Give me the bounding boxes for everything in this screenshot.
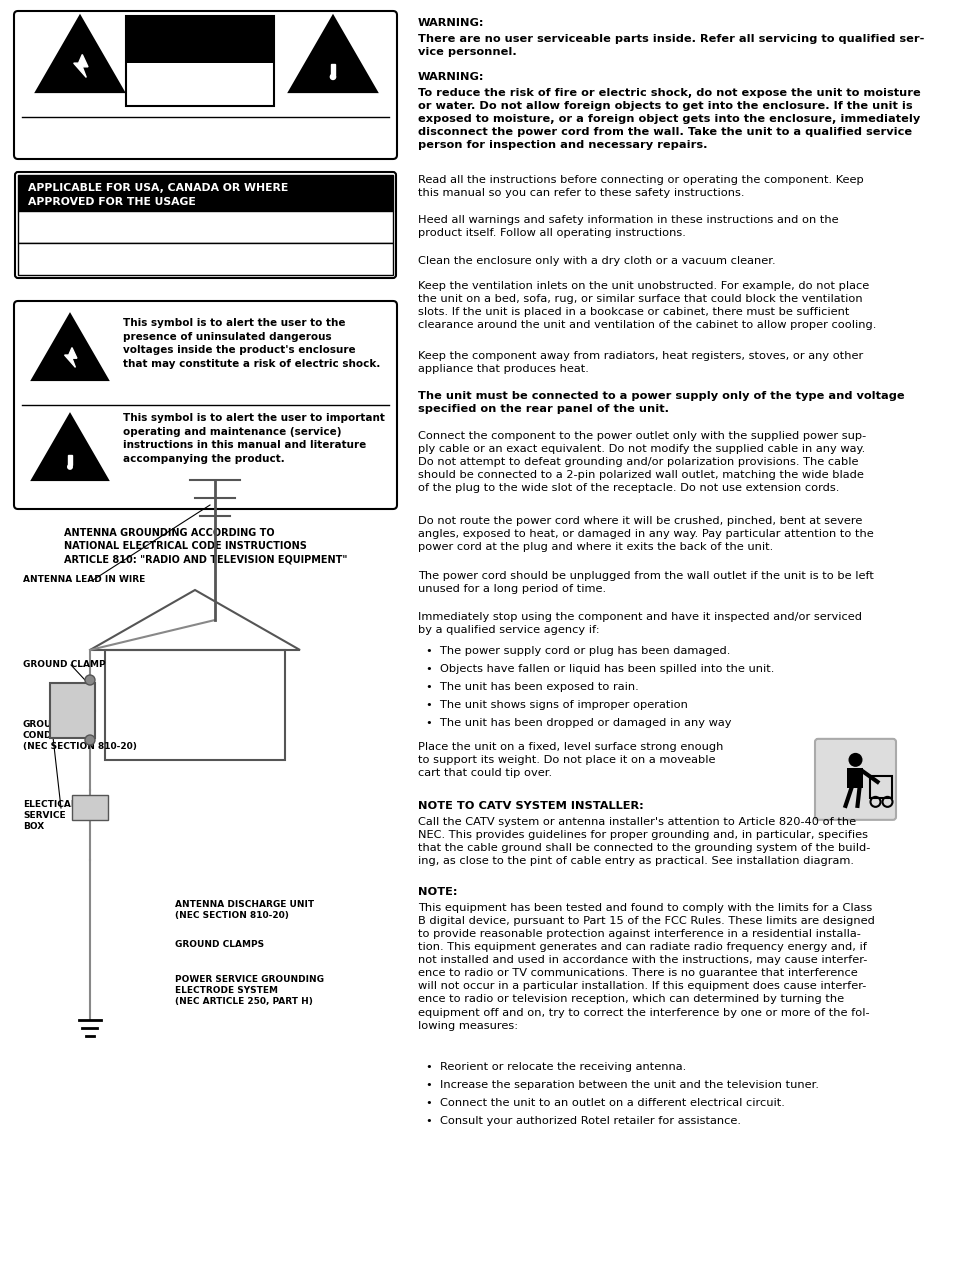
Bar <box>846 768 862 787</box>
Text: Clean the enclosure only with a dry cloth or a vacuum cleaner.: Clean the enclosure only with a dry clot… <box>417 256 775 266</box>
Text: Read all the instructions before connecting or operating the component. Keep
thi: Read all the instructions before connect… <box>417 176 862 198</box>
Text: •  The unit shows signs of improper operation: • The unit shows signs of improper opera… <box>426 700 687 710</box>
Text: This symbol is to alert the user to the
presence of uninsulated dangerous
voltag: This symbol is to alert the user to the … <box>123 318 380 369</box>
Circle shape <box>68 464 72 469</box>
Polygon shape <box>32 314 108 380</box>
Text: GROUNDING
CONDUCTORS
(NEC SECTION 810-20): GROUNDING CONDUCTORS (NEC SECTION 810-20… <box>23 720 136 752</box>
Bar <box>50 683 95 738</box>
Text: Keep the ventilation inlets on the unit unobstructed. For example, do not place
: Keep the ventilation inlets on the unit … <box>417 281 876 329</box>
Text: Call the CATV system or antenna installer's attention to Article 820-40 of the
N: Call the CATV system or antenna installe… <box>417 817 869 866</box>
Text: POWER SERVICE GROUNDING
ELECTRODE SYSTEM
(NEC ARTICLE 250, PART H): POWER SERVICE GROUNDING ELECTRODE SYSTEM… <box>174 976 324 1006</box>
Polygon shape <box>32 415 108 480</box>
FancyBboxPatch shape <box>14 301 396 509</box>
Text: ANTENNA DISCHARGE UNIT
(NEC SECTION 810-20): ANTENNA DISCHARGE UNIT (NEC SECTION 810-… <box>174 901 314 920</box>
Bar <box>869 776 892 798</box>
Bar <box>18 176 393 211</box>
Text: NOTE TO CATV SYSTEM INSTALLER:: NOTE TO CATV SYSTEM INSTALLER: <box>417 801 643 812</box>
Text: ANTENNA LEAD IN WIRE: ANTENNA LEAD IN WIRE <box>23 575 145 584</box>
Bar <box>68 455 72 466</box>
Text: NOTE:: NOTE: <box>417 887 457 897</box>
Text: WARNING:: WARNING: <box>417 18 484 28</box>
Polygon shape <box>36 15 124 92</box>
Text: WARNING:: WARNING: <box>417 73 484 83</box>
FancyBboxPatch shape <box>14 11 396 159</box>
Bar <box>127 17 274 106</box>
Polygon shape <box>65 347 77 368</box>
Bar <box>127 62 274 106</box>
Text: This symbol is to alert the user to important
operating and maintenance (service: This symbol is to alert the user to impo… <box>123 413 384 464</box>
Text: •  Reorient or relocate the receiving antenna.: • Reorient or relocate the receiving ant… <box>426 1062 685 1072</box>
Circle shape <box>85 675 95 686</box>
Text: Place the unit on a fixed, level surface strong enough
to support its weight. Do: Place the unit on a fixed, level surface… <box>417 742 722 778</box>
Text: Immediately stop using the component and have it inspected and/or serviced
by a : Immediately stop using the component and… <box>417 612 862 635</box>
Bar <box>18 243 393 275</box>
Text: The unit must be connected to a power supply only of the type and voltage
specif: The unit must be connected to a power su… <box>417 391 903 413</box>
Text: Keep the component away from radiators, heat registers, stoves, or any other
app: Keep the component away from radiators, … <box>417 351 862 374</box>
Bar <box>331 64 335 75</box>
FancyBboxPatch shape <box>814 739 895 820</box>
Text: GROUND CLAMP: GROUND CLAMP <box>23 660 106 669</box>
Text: To reduce the risk of fire or electric shock, do not expose the unit to moisture: To reduce the risk of fire or electric s… <box>417 88 920 150</box>
Text: APPLICABLE FOR USA, CANADA OR WHERE
APPROVED FOR THE USAGE: APPLICABLE FOR USA, CANADA OR WHERE APPR… <box>28 183 288 206</box>
Bar <box>127 17 274 62</box>
Polygon shape <box>73 55 88 78</box>
Bar <box>105 650 285 759</box>
Text: Heed all warnings and safety information in these instructions and on the
produc: Heed all warnings and safety information… <box>417 215 838 238</box>
Polygon shape <box>289 15 376 92</box>
Text: This equipment has been tested and found to comply with the limits for a Class
B: This equipment has been tested and found… <box>417 903 874 1030</box>
Text: •  Consult your authorized Rotel retailer for assistance.: • Consult your authorized Rotel retailer… <box>426 1116 740 1126</box>
Text: •  Objects have fallen or liquid has been spilled into the unit.: • Objects have fallen or liquid has been… <box>426 664 774 674</box>
Text: GROUND CLAMPS: GROUND CLAMPS <box>174 940 264 949</box>
Bar <box>71 795 108 820</box>
Text: •  Connect the unit to an outlet on a different electrical circuit.: • Connect the unit to an outlet on a dif… <box>426 1098 784 1108</box>
Text: •  The power supply cord or plug has been damaged.: • The power supply cord or plug has been… <box>426 646 730 655</box>
Text: Connect the component to the power outlet only with the supplied power sup-
ply : Connect the component to the power outle… <box>417 431 865 494</box>
Text: There are no user serviceable parts inside. Refer all servicing to qualified ser: There are no user serviceable parts insi… <box>417 34 923 57</box>
Circle shape <box>330 74 335 79</box>
Text: •  The unit has been dropped or damaged in any way: • The unit has been dropped or damaged i… <box>426 717 731 728</box>
Text: •  The unit has been exposed to rain.: • The unit has been exposed to rain. <box>426 682 639 692</box>
Bar <box>18 211 393 243</box>
Text: Do not route the power cord where it will be crushed, pinched, bent at severe
an: Do not route the power cord where it wil… <box>417 516 873 552</box>
Text: ELECTICAL
SERVICE
BOX: ELECTICAL SERVICE BOX <box>23 800 76 831</box>
Text: ANTENNA GROUNDING ACCORDING TO
NATIONAL ELECTRICAL CODE INSTRUCTIONS
ARTICLE 810: ANTENNA GROUNDING ACCORDING TO NATIONAL … <box>64 528 347 565</box>
Text: •  Increase the separation between the unit and the television tuner.: • Increase the separation between the un… <box>426 1080 818 1090</box>
Text: The power cord should be unplugged from the wall outlet if the unit is to be lef: The power cord should be unplugged from … <box>417 571 873 594</box>
Circle shape <box>85 735 95 745</box>
Circle shape <box>847 753 862 767</box>
